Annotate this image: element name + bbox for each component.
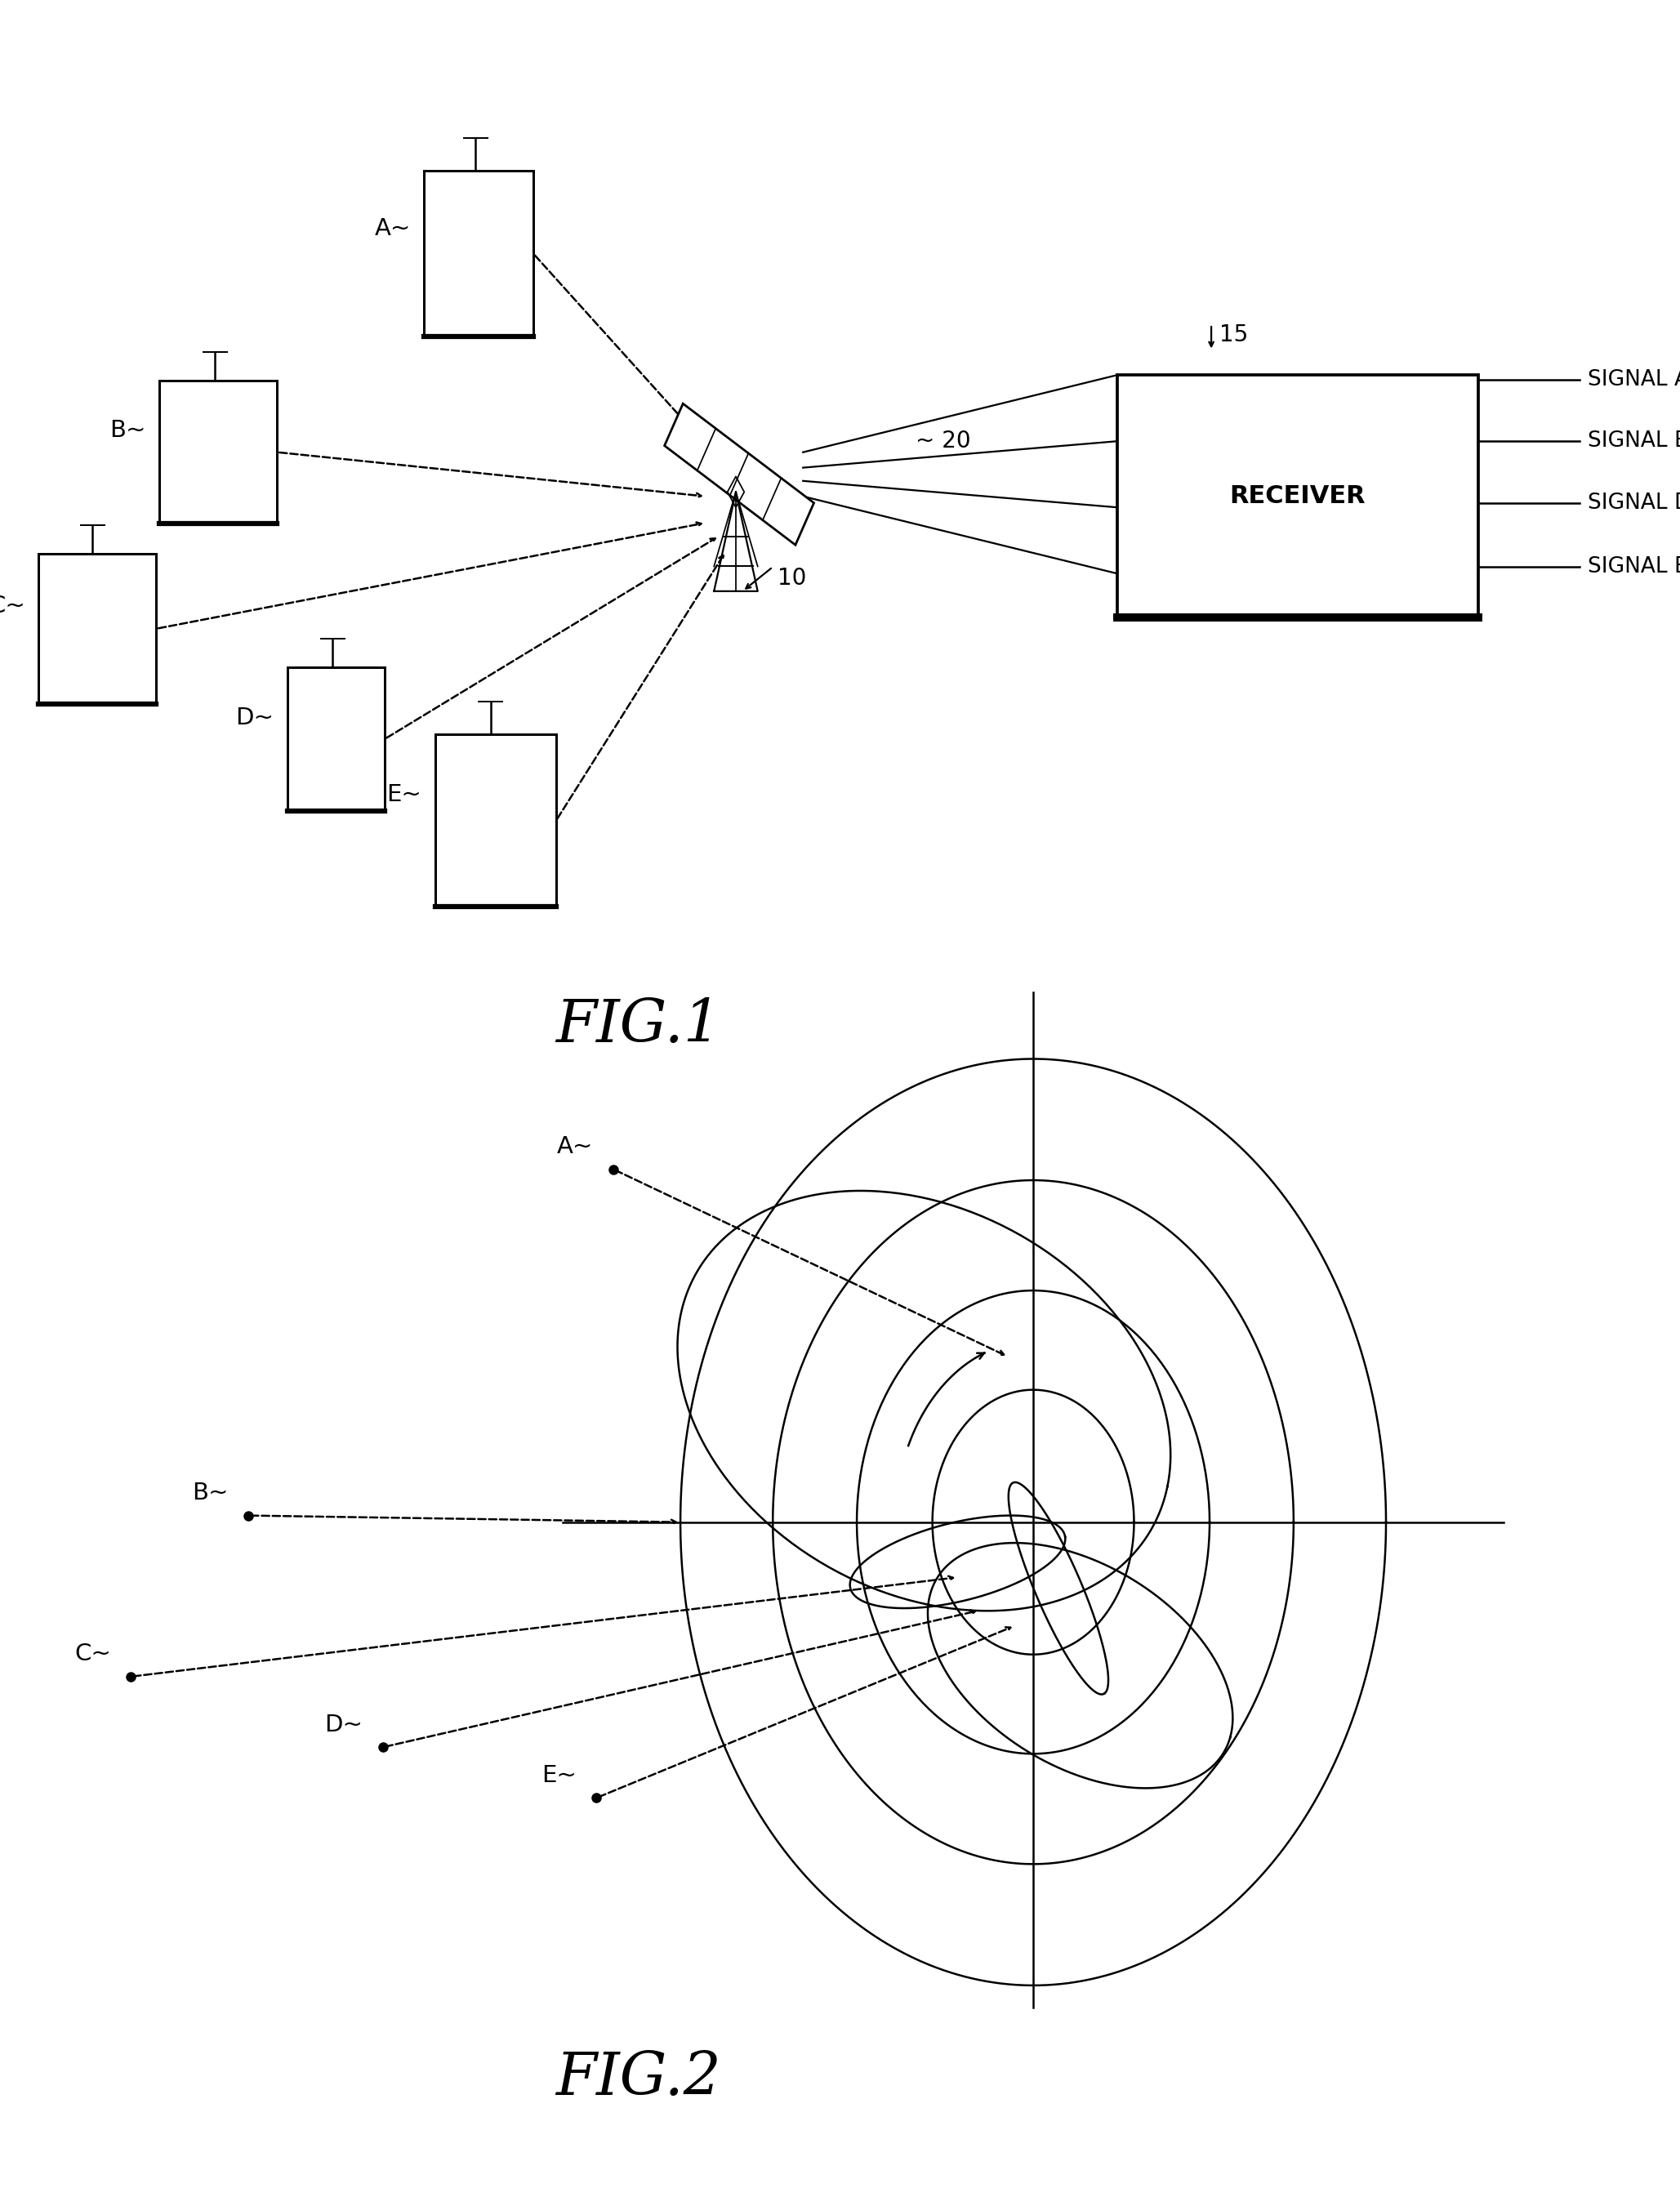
- FancyBboxPatch shape: [160, 379, 277, 523]
- Text: FIG.1: FIG.1: [556, 997, 721, 1054]
- Text: SIGNAL A: SIGNAL A: [1588, 368, 1680, 390]
- Text: SIGNAL E: SIGNAL E: [1588, 556, 1680, 578]
- FancyBboxPatch shape: [287, 666, 385, 810]
- Text: FIG.2: FIG.2: [556, 2049, 721, 2107]
- Text: 10: 10: [778, 567, 806, 589]
- FancyBboxPatch shape: [39, 554, 156, 704]
- Text: RECEIVER: RECEIVER: [1230, 485, 1366, 507]
- Text: C~: C~: [74, 1643, 111, 1666]
- Text: SIGNAL D: SIGNAL D: [1588, 492, 1680, 514]
- FancyBboxPatch shape: [423, 170, 533, 335]
- Polygon shape: [665, 404, 813, 545]
- FancyBboxPatch shape: [1117, 375, 1478, 618]
- Text: B~: B~: [109, 419, 146, 441]
- Text: 15: 15: [1220, 324, 1248, 346]
- Text: ~ 20: ~ 20: [916, 430, 971, 452]
- Text: D~: D~: [324, 1714, 363, 1736]
- FancyBboxPatch shape: [435, 735, 556, 907]
- Text: E~: E~: [386, 783, 422, 805]
- Text: D~: D~: [235, 706, 274, 728]
- Text: SIGNAL B: SIGNAL B: [1588, 430, 1680, 452]
- Text: C~: C~: [0, 596, 25, 618]
- Text: B~: B~: [192, 1482, 228, 1504]
- Text: E~: E~: [541, 1765, 576, 1787]
- Text: A~: A~: [556, 1136, 593, 1158]
- Text: A~: A~: [375, 218, 410, 240]
